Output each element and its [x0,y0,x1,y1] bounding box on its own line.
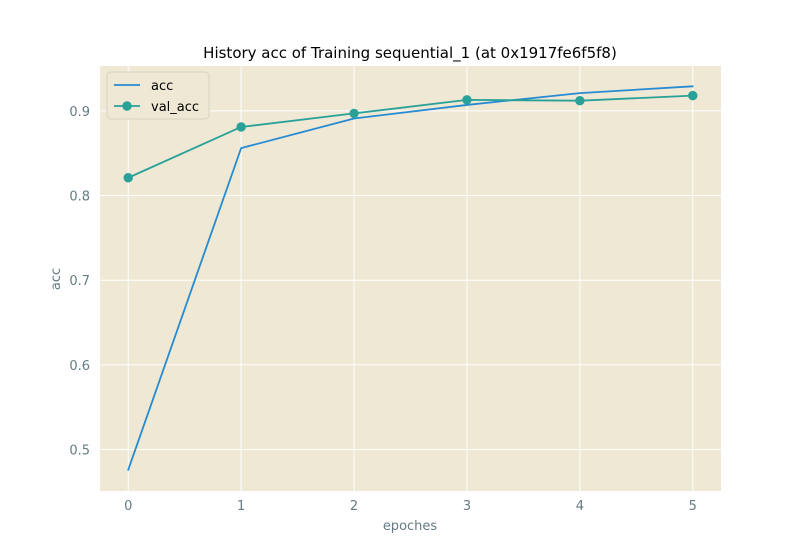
series-point-val_acc-5 [688,90,698,101]
chart-title: History acc of Training sequential_1 (at… [203,44,617,63]
legend-item-acc: acc [114,79,173,94]
y-axis-label: acc [49,268,64,290]
y-tick-label-4: 0.9 [69,105,90,120]
x-tick-label-1: 1 [237,499,245,514]
series-point-val_acc-0 [123,173,133,183]
series-point-val_acc-1 [236,122,246,132]
y-tick-label-3: 0.8 [69,190,90,205]
x-tick-label-2: 2 [350,499,358,514]
y-tick-label-0: 0.5 [69,444,90,459]
tick-label-layer: 0 1 2 3 4 5 0.5 0.6 0.7 0.8 0.9 [69,105,697,514]
series-layer [123,85,698,471]
x-axis-label: epoches [383,519,438,534]
series-point-val_acc-4 [575,96,585,106]
y-tick-label-2: 0.7 [69,274,90,289]
x-tick-label-4: 4 [576,499,584,514]
legend-marker-val-acc [122,101,132,111]
legend-box [106,71,210,120]
legend-item-val-acc: val_acc [114,100,199,115]
legend: acc val_acc [106,71,210,120]
series-line-val_acc [127,94,694,179]
legend-label-val-acc: val_acc [151,100,199,115]
x-tick-label-0: 0 [124,499,132,514]
series-point-val_acc-2 [349,108,359,119]
series-point-val_acc-3 [462,95,472,105]
x-tick-label-5: 5 [689,499,697,514]
y-tick-label-1: 0.6 [69,359,90,374]
x-tick-label-3: 3 [463,499,471,514]
plot-area [100,66,721,491]
legend-label-acc: acc [151,79,173,94]
series-line-acc [127,85,694,471]
